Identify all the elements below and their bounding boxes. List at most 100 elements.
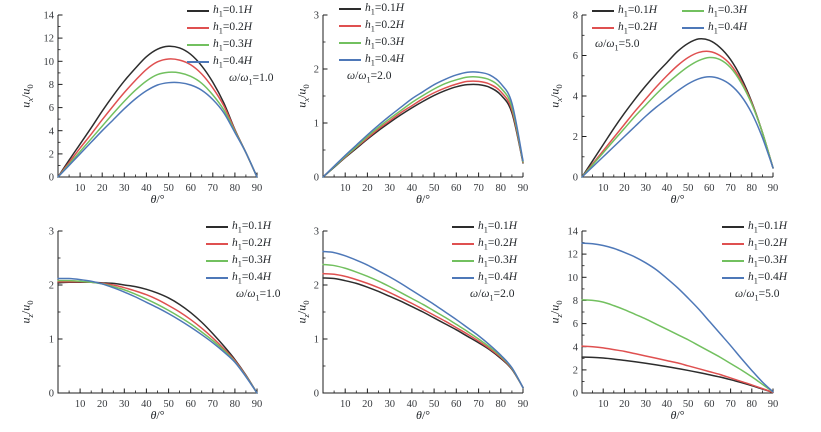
legend-line-swatch xyxy=(452,242,474,245)
y-tick-label: 6 xyxy=(573,319,578,330)
legend-item: h1=0.3H xyxy=(682,2,772,19)
x-tick-label: 80 xyxy=(496,399,507,410)
legend-label: h1=0.2H xyxy=(213,21,253,36)
legend-line-swatch xyxy=(339,58,361,61)
x-tick-label: 50 xyxy=(683,399,694,410)
legend-item: h1=0.4H xyxy=(452,269,542,286)
x-tick-label: 70 xyxy=(208,183,219,194)
x-tick-label: 40 xyxy=(407,183,418,194)
legend-line-swatch xyxy=(592,26,614,29)
x-tick-label: 30 xyxy=(384,399,395,410)
legend-label: h1=0.3H xyxy=(748,254,788,269)
y-tick-label: 8 xyxy=(49,80,54,91)
legend-label: h1=0.2H xyxy=(232,237,272,252)
y-tick-label: 0 xyxy=(49,173,54,184)
y-tick-label: 0 xyxy=(573,389,578,400)
legend-label: h1=0.1H xyxy=(232,220,272,235)
curve-uz-w5-s2 xyxy=(581,345,774,394)
x-tick-label: 80 xyxy=(747,183,758,194)
subplot-ux-w1: 10 20 30 40 50 60 70 80 90 0 2 4 6 8 10 12 14 θ/° ux/u0 h1=… xyxy=(0,0,274,216)
x-tick-label: 60 xyxy=(185,183,196,194)
x-tick-label: 70 xyxy=(208,399,219,410)
x-tick-label: 10 xyxy=(340,399,351,410)
legend-label: h1=0.3H xyxy=(365,36,405,51)
y-tick-label: 8 xyxy=(573,11,578,22)
legend-item: h1=0.4H xyxy=(187,53,277,70)
legend-item: h1=0.3H xyxy=(187,36,277,53)
x-tick-label: 20 xyxy=(362,183,373,194)
curve-uz-w5-s1 xyxy=(581,356,774,394)
legend-line-swatch xyxy=(206,242,228,245)
curve-ux-w1-s4 xyxy=(57,81,258,178)
legend-item: h1=0.1H xyxy=(452,218,542,235)
legend-item: h1=0.2H xyxy=(187,19,277,36)
y-tick-label: 6 xyxy=(49,103,54,114)
curve-ux-w2-s4 xyxy=(322,71,524,178)
legend-label: h1=0.2H xyxy=(365,19,405,34)
x-tick-label: 60 xyxy=(451,399,462,410)
y-tick-label: 14 xyxy=(44,11,55,22)
legend-label: h1=0.2H xyxy=(748,237,788,252)
x-tick-label: 10 xyxy=(75,183,86,194)
x-tick-label: 20 xyxy=(97,183,108,194)
x-tick-label: 80 xyxy=(747,399,758,410)
x-tick-label: 70 xyxy=(473,399,484,410)
legend-line-swatch xyxy=(682,9,704,12)
curve-ux-w2-s3 xyxy=(322,76,524,178)
y-tick-label: 6 xyxy=(573,51,578,62)
curve-uz-w2-s1 xyxy=(322,277,524,389)
y-tick-label: 12 xyxy=(568,250,579,261)
x-axis-label: θ/° xyxy=(150,192,165,206)
legend-ux-w1: h1=0.1H h1=0.2H h1=0.3H h1=0.4H ω/ω1=1.0 xyxy=(187,2,277,87)
x-axis-label: θ/° xyxy=(150,408,165,422)
y-tick-label: 3 xyxy=(314,227,319,238)
legend-label: h1=0.1H xyxy=(618,4,658,19)
y-tick-label: 1 xyxy=(314,119,319,130)
x-tick-label: 30 xyxy=(384,183,395,194)
legend-item: h1=0.1H xyxy=(206,218,296,235)
chart-canvas-uz-w1: 10 20 30 40 50 60 70 80 90 0 1 2 3 xyxy=(49,227,263,410)
legend-label: h1=0.3H xyxy=(232,254,272,269)
x-tick-label: 10 xyxy=(340,183,351,194)
y-tick-label: 8 xyxy=(573,296,578,307)
x-tick-label: 70 xyxy=(725,183,736,194)
legend-item: h1=0.2H xyxy=(452,235,542,252)
y-axis-label: uz/u0 xyxy=(18,300,35,324)
x-tick-label: 60 xyxy=(704,399,715,410)
legend-label: h1=0.4H xyxy=(365,53,405,68)
legend-label: h1=0.3H xyxy=(708,4,748,19)
x-tick-label: 20 xyxy=(619,183,630,194)
legend-label: h1=0.4H xyxy=(232,271,272,286)
x-tick-label: 80 xyxy=(230,399,241,410)
legend-line-swatch xyxy=(592,9,614,12)
frequency-ratio-annotation: ω/ω1=1.0 xyxy=(229,72,274,87)
subplot-ux-w2: 10 20 30 40 50 60 70 80 90 0 1 2 3 θ/° ux/u0 h1=0.1H h1=… xyxy=(273,0,546,216)
legend-line-swatch xyxy=(206,225,228,228)
x-tick-label: 50 xyxy=(683,183,694,194)
y-tick-label: 10 xyxy=(568,273,579,284)
legend-item: h1=0.1H xyxy=(722,218,812,235)
y-axis-label: uz/u0 xyxy=(294,300,311,324)
x-axis-label: θ/° xyxy=(415,408,431,422)
y-tick-label: 12 xyxy=(44,34,55,45)
legend-ux-w5: h1=0.1H h1=0.3H h1=0.2H h1=0.4H ω/ω1=5.0 xyxy=(592,2,772,53)
legend-label: h1=0.1H xyxy=(748,220,788,235)
legend-item: h1=0.4H xyxy=(339,51,429,68)
curve-uz-w5-s3 xyxy=(581,299,774,393)
x-tick-label: 30 xyxy=(119,399,130,410)
legend-line-swatch xyxy=(722,242,744,245)
legend-items: h1=0.1H h1=0.2H h1=0.3H h1=0.4H xyxy=(452,218,542,286)
x-axis-label: θ/° xyxy=(415,192,431,206)
x-tick-label: 50 xyxy=(163,399,174,410)
x-axis-label: θ/° xyxy=(670,408,685,422)
curve-uz-w1-s3 xyxy=(57,279,258,394)
x-tick-label: 20 xyxy=(97,399,108,410)
curve-uz-w2-s3 xyxy=(322,263,524,389)
y-tick-label: 0 xyxy=(314,389,319,400)
legend-label: h1=0.2H xyxy=(618,21,658,36)
legend-label: h1=0.1H xyxy=(213,4,253,19)
legend-ux-w2: h1=0.1H h1=0.2H h1=0.3H h1=0.4H ω/ω1=2.0 xyxy=(339,0,429,85)
x-tick-label: 50 xyxy=(163,183,174,194)
x-tick-label: 60 xyxy=(704,183,715,194)
x-tick-label: 70 xyxy=(473,183,484,194)
